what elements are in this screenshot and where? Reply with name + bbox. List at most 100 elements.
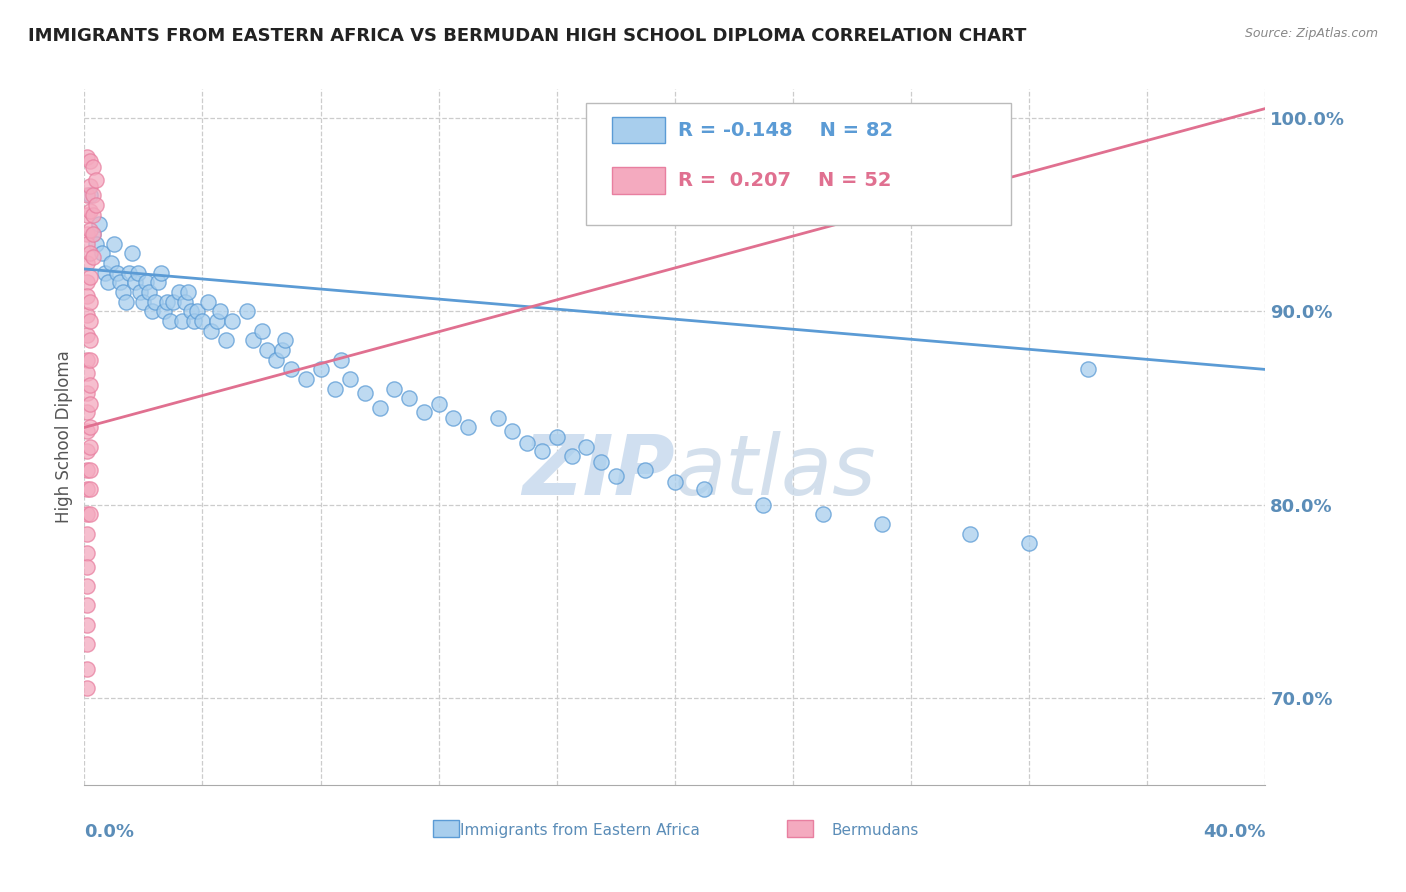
Point xyxy=(127,266,149,280)
Point xyxy=(103,236,125,251)
Point xyxy=(215,334,238,348)
Point xyxy=(76,236,98,251)
Point xyxy=(100,256,122,270)
Point xyxy=(76,508,98,522)
Point xyxy=(79,223,101,237)
Point xyxy=(76,681,98,696)
Point xyxy=(79,482,101,496)
Point xyxy=(105,266,128,280)
Point xyxy=(76,405,98,419)
Point xyxy=(118,266,141,280)
Point xyxy=(76,559,98,574)
Point xyxy=(76,463,98,477)
Point xyxy=(413,405,436,419)
Text: Immigrants from Eastern Africa: Immigrants from Eastern Africa xyxy=(460,823,700,838)
Point xyxy=(664,475,686,489)
Point xyxy=(266,352,288,367)
Point xyxy=(121,246,143,260)
Point xyxy=(1018,536,1040,550)
Point xyxy=(236,304,259,318)
Point xyxy=(173,294,195,309)
FancyBboxPatch shape xyxy=(586,103,1011,225)
Text: 40.0%: 40.0% xyxy=(1204,823,1265,841)
Point xyxy=(76,289,98,303)
Point xyxy=(132,294,155,309)
Point xyxy=(271,343,294,357)
Point xyxy=(457,420,479,434)
Text: R =  0.207    N = 52: R = 0.207 N = 52 xyxy=(679,171,891,190)
Point xyxy=(79,352,101,367)
Point xyxy=(84,173,107,187)
Point xyxy=(591,455,613,469)
Text: IMMIGRANTS FROM EASTERN AFRICA VS BERMUDAN HIGH SCHOOL DIPLOMA CORRELATION CHART: IMMIGRANTS FROM EASTERN AFRICA VS BERMUD… xyxy=(28,27,1026,45)
Point xyxy=(76,256,98,270)
Text: ZIP: ZIP xyxy=(522,432,675,512)
Point xyxy=(280,362,302,376)
Point xyxy=(159,314,181,328)
Point xyxy=(870,516,893,531)
Point xyxy=(295,372,318,386)
Point xyxy=(138,285,160,299)
Point xyxy=(82,208,104,222)
Point xyxy=(82,227,104,241)
Point xyxy=(76,482,98,496)
Point xyxy=(693,482,716,496)
Point xyxy=(959,526,981,541)
Text: 0.0%: 0.0% xyxy=(84,823,135,841)
Point xyxy=(94,266,117,280)
Point xyxy=(197,294,219,309)
Point xyxy=(76,598,98,612)
Point xyxy=(256,343,278,357)
Point xyxy=(531,443,554,458)
Point xyxy=(486,410,509,425)
Point xyxy=(76,637,98,651)
Point xyxy=(561,450,583,464)
Point xyxy=(79,269,101,284)
Point xyxy=(79,203,101,218)
Point xyxy=(97,276,120,290)
Point xyxy=(82,250,104,264)
Point xyxy=(575,440,598,454)
Point xyxy=(114,294,136,309)
Point xyxy=(150,266,173,280)
Point xyxy=(634,463,657,477)
Point xyxy=(76,443,98,458)
Point xyxy=(398,392,420,406)
Point xyxy=(87,218,111,232)
Point xyxy=(170,314,193,328)
Point xyxy=(274,334,297,348)
Point xyxy=(129,285,152,299)
Point xyxy=(76,308,98,322)
Bar xyxy=(433,820,458,837)
Point xyxy=(84,198,107,212)
Point xyxy=(76,188,98,202)
Text: atlas: atlas xyxy=(675,432,876,512)
Point xyxy=(339,372,361,386)
Point xyxy=(79,246,101,260)
Point xyxy=(79,508,101,522)
Point xyxy=(242,334,264,348)
Point xyxy=(108,276,131,290)
Point xyxy=(79,188,101,202)
Point xyxy=(79,294,101,309)
Point xyxy=(148,276,170,290)
Point xyxy=(79,397,101,411)
Point xyxy=(183,314,205,328)
Point xyxy=(79,153,101,168)
Point xyxy=(207,314,229,328)
Bar xyxy=(787,820,813,837)
Y-axis label: High School Diploma: High School Diploma xyxy=(55,351,73,524)
Text: Bermudans: Bermudans xyxy=(832,823,920,838)
Point xyxy=(76,579,98,593)
Point xyxy=(167,285,190,299)
Point xyxy=(76,352,98,367)
Point xyxy=(76,366,98,380)
Point xyxy=(330,352,353,367)
Point xyxy=(546,430,568,444)
Point xyxy=(180,304,202,318)
Point xyxy=(124,276,146,290)
Point xyxy=(605,468,627,483)
Bar xyxy=(612,167,665,194)
Point xyxy=(76,617,98,632)
Point xyxy=(79,377,101,392)
